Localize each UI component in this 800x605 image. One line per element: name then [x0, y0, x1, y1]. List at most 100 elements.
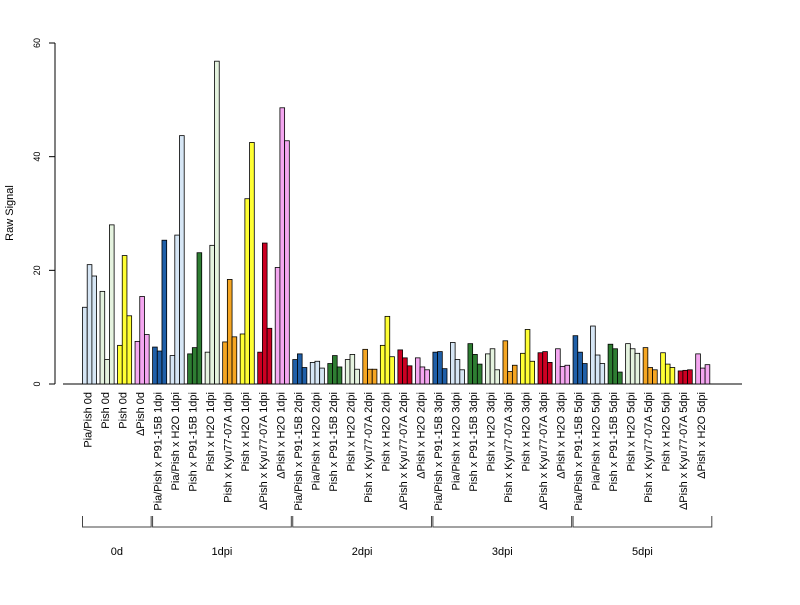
bar	[139, 296, 145, 385]
timepoint-label: 0d	[111, 546, 123, 558]
x-tick-label: Pish x Kyu77-07A 3dpi	[503, 392, 515, 503]
bar	[156, 350, 163, 385]
x-tick-label: ΔPish x Kyu77-07A 5dpi	[678, 392, 690, 510]
x-tick-label: ΔPish x Kyu77-07A 3dpi	[538, 392, 550, 510]
bar	[187, 353, 193, 385]
bar	[86, 264, 93, 385]
timepoint-label: 1dpi	[212, 546, 233, 558]
timepoint-bracket	[152, 516, 292, 528]
timepoint-brackets: 0d 1dpi 2dpi 3dpi 5dpi	[82, 516, 713, 558]
bar	[467, 343, 474, 385]
timepoint-label: 3dpi	[492, 546, 513, 558]
x-tick-label: Pish 0d	[100, 392, 112, 429]
y-tick-label: 20	[32, 265, 42, 275]
bar	[599, 363, 606, 385]
timepoint-label: 2dpi	[352, 546, 373, 558]
bar	[511, 364, 518, 385]
bar	[424, 369, 430, 385]
bar	[104, 359, 110, 385]
x-tick-label: ΔPish 0d	[135, 392, 147, 436]
bar	[344, 359, 351, 385]
bar	[231, 336, 238, 385]
x-tick-label: Pia/Pish x H2O 3dpi	[450, 392, 462, 490]
bar	[209, 244, 215, 385]
bar	[642, 347, 649, 385]
bar	[249, 142, 255, 385]
x-tick-label: Pia/Pish x P91-15B 5dpi	[573, 392, 585, 511]
x-tick-label: Pish x H2O 3dpi	[521, 392, 533, 471]
x-tick-label: Pish x P91-15B 3dpi	[468, 392, 480, 492]
bar	[629, 348, 636, 385]
x-tick-label: Pia/Pish 0d	[83, 392, 95, 448]
y-tick-label: 60	[32, 38, 42, 48]
bar	[577, 351, 583, 385]
x-tick-label: ΔPish x H2O 2dpi	[415, 392, 427, 479]
bar	[109, 224, 115, 385]
bar	[660, 352, 666, 385]
bar	[555, 348, 561, 385]
bar	[634, 352, 641, 385]
x-tick-label: Pish x H2O 2dpi	[345, 392, 357, 471]
y-axis: 0 20 40 60	[32, 38, 56, 387]
bar	[261, 242, 268, 385]
bar	[664, 363, 671, 385]
bar	[590, 325, 596, 385]
x-tick-label: Pish x P91-15B 1dpi	[188, 392, 200, 492]
bar	[314, 360, 321, 385]
bar	[134, 340, 141, 385]
bar	[297, 353, 303, 385]
bar	[222, 341, 228, 385]
bar	[152, 346, 158, 385]
x-tick-label: ΔPish x Kyu77-07A 1dpi	[258, 392, 270, 510]
bar	[161, 239, 168, 385]
bar	[349, 354, 356, 385]
bar	[437, 351, 443, 385]
x-tick-label: Pish x H2O 3dpi	[486, 392, 498, 471]
bar	[126, 315, 133, 385]
bar	[454, 359, 461, 385]
bar	[682, 369, 688, 385]
bar	[244, 198, 250, 385]
bar	[99, 290, 106, 385]
bar	[564, 364, 571, 385]
bar	[91, 275, 98, 385]
bar	[542, 351, 548, 385]
bar	[406, 365, 413, 385]
x-tick-label: Pish x Kyu77-07A 1dpi	[223, 392, 235, 503]
bar	[371, 368, 378, 385]
bar	[121, 255, 128, 385]
bar	[266, 327, 273, 385]
bar	[279, 107, 286, 385]
bar	[191, 347, 198, 385]
bar	[327, 363, 333, 385]
bar	[226, 279, 233, 385]
x-tick-label: Pia/Pish x H2O 5dpi	[591, 392, 603, 490]
bar	[169, 355, 176, 385]
x-tick-label: Pia/Pish x P91-15B 1dpi	[153, 392, 165, 511]
bar	[507, 371, 513, 385]
bar	[594, 354, 601, 385]
bar	[354, 368, 360, 385]
bar	[582, 363, 588, 385]
bar	[174, 234, 180, 385]
bar	[362, 348, 368, 385]
bar	[239, 333, 246, 385]
x-tick-label: ΔPish x H2O 5dpi	[696, 392, 708, 479]
timepoint-bracket	[292, 516, 432, 528]
bar	[117, 344, 123, 385]
bar	[625, 343, 631, 385]
x-tick-label: Pia/Pish x H2O 1dpi	[170, 392, 182, 490]
x-tick-label: Pish x H2O 1dpi	[240, 392, 252, 471]
bar	[214, 60, 220, 385]
bar	[441, 368, 448, 385]
bar	[652, 369, 658, 385]
bar	[700, 367, 706, 385]
x-tick-label: Pia/Pish x P91-15B 3dpi	[433, 392, 445, 511]
x-tick-label: ΔPish x H2O 3dpi	[556, 392, 568, 479]
bar	[476, 363, 483, 385]
bar	[336, 366, 343, 385]
bar	[695, 353, 701, 385]
bar	[414, 357, 421, 385]
